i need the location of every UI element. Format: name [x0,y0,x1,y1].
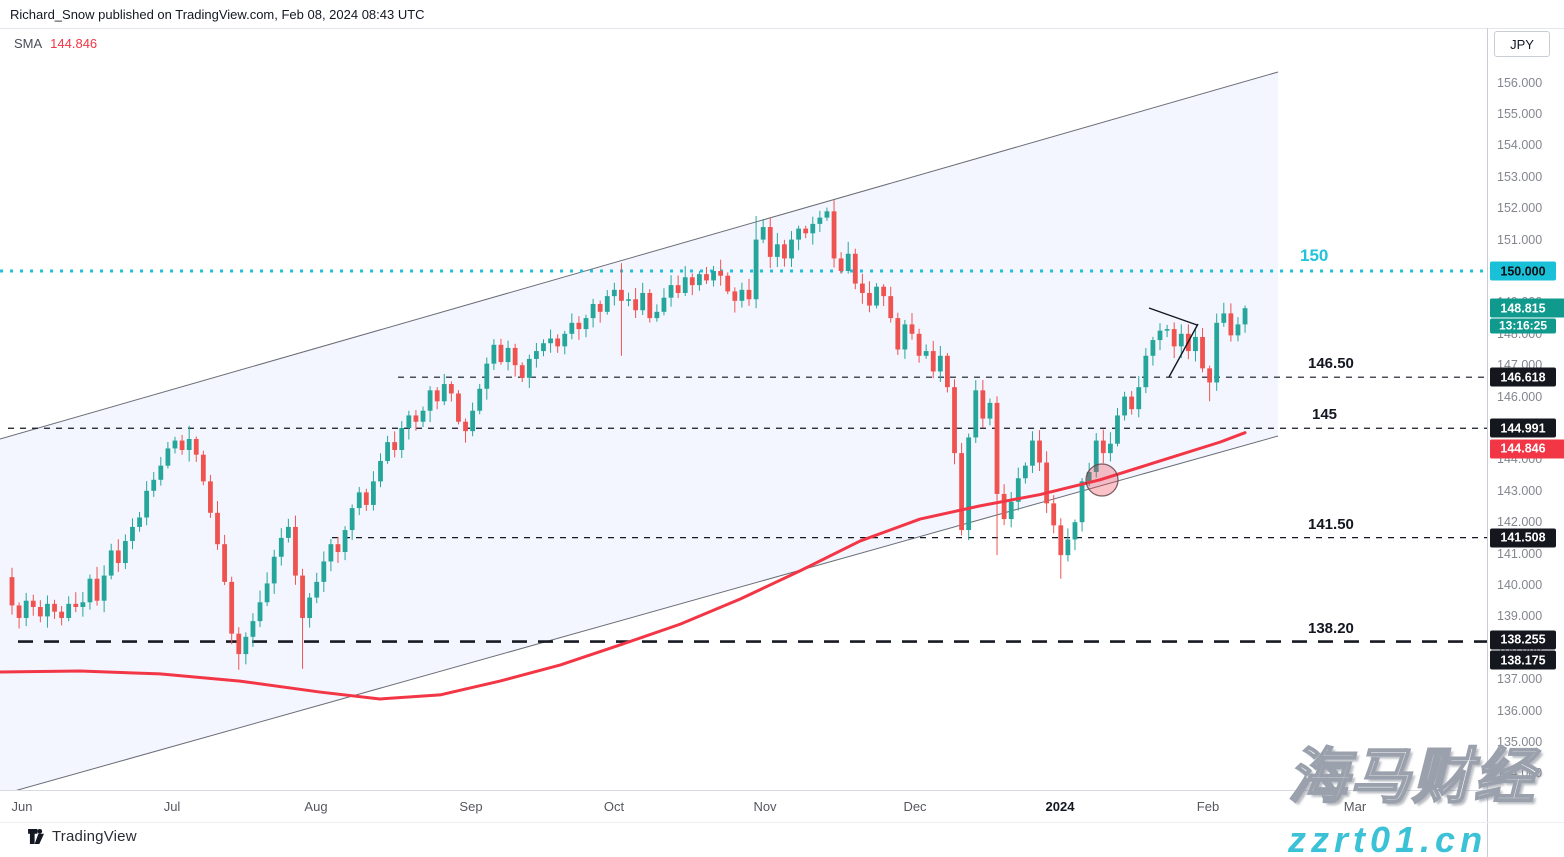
price-tick: 156.000 [1497,75,1543,90]
price-tick: 151.000 [1497,232,1543,247]
footer-divider [0,822,1564,823]
price-tick: 140.000 [1497,578,1543,592]
indicator-legend[interactable]: SMA 144.846 [14,36,97,51]
level-label-141-50: 141.50 [1308,515,1354,533]
price-badge-144-991: 144.991 [1490,418,1556,438]
time-tick-aug: Aug [304,799,328,814]
price-tick: 134.000 [1497,766,1543,781]
watermark-url-text: zzrt01.cn [1288,819,1488,857]
price-axis-separator [1487,28,1488,857]
currency-toggle-button[interactable]: JPY [1494,31,1550,57]
time-tick-feb: Feb [1196,799,1220,814]
price-tick: 139.000 [1497,609,1543,624]
time-tick-mar: Mar [1343,799,1367,814]
price-tick: 146.000 [1497,389,1543,404]
price-tick: 137.000 [1497,672,1543,687]
price-tick: 153.000 [1497,169,1543,184]
level-label-138-20: 138.20 [1308,619,1354,637]
tradingview-brand-text: TradingView [52,828,137,845]
price-tick: 152.000 [1497,201,1543,216]
price-tick: 136.000 [1497,703,1543,718]
time-tick-oct: Oct [603,799,625,814]
indicator-value: 144.846 [50,36,98,51]
time-tick-jul: Jul [163,799,181,814]
level-label-146-50: 146.50 [1308,355,1354,373]
sma-value-badge: 144.846 [1490,439,1556,459]
time-tick-jun: Jun [11,799,33,814]
price-badge-150: 150.000 [1490,261,1556,281]
price-tick: 154.000 [1497,138,1543,153]
attribution-header: Richard_Snow published on TradingView.co… [10,7,425,22]
level-label-145: 145 [1312,406,1338,424]
price-tick: 155.000 [1497,107,1543,121]
tradingview-attribution[interactable]: TradingView [28,828,137,845]
price-badge-138-175: 138.175 [1490,650,1556,670]
header-divider [0,28,1564,29]
level-label-150: 150 [1300,246,1329,265]
current-price-badge: 148.815 [1490,298,1556,318]
countdown-timer-badge: 13:16:25 [1490,318,1556,334]
price-tick: 142.000 [1497,515,1543,530]
indicator-name: SMA [14,36,43,51]
price-badge-146-618: 146.618 [1490,367,1556,387]
price-badge-141-508: 141.508 [1490,528,1556,548]
price-badge-138-255: 138.255 [1490,630,1556,650]
time-tick-2024: 2024 [1045,799,1075,814]
time-tick-dec: Dec [903,799,927,814]
time-tick-sep: Sep [459,799,483,814]
candlestick-chart-canvas[interactable] [0,28,1487,790]
tradingview-logo-icon [28,829,44,844]
time-axis-divider [0,790,1487,791]
price-tick: 141.000 [1497,546,1543,561]
price-tick: 143.000 [1497,483,1543,498]
price-tick: 135.000 [1497,735,1543,749]
time-tick-nov: Nov [753,799,777,814]
